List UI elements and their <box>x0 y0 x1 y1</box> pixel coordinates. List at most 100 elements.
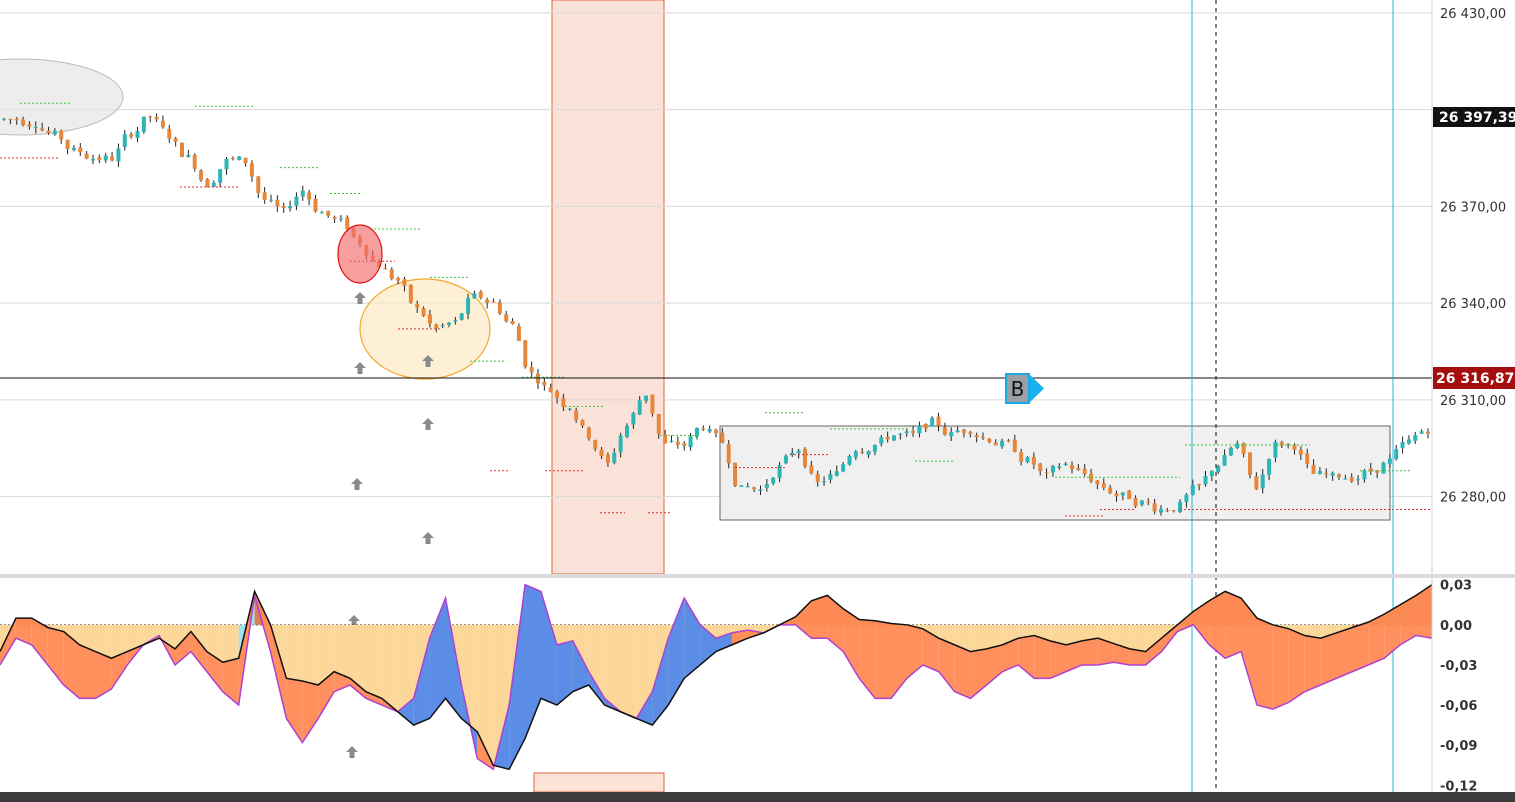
time-axis-strip <box>0 792 1515 802</box>
price-axis-background <box>1432 0 1515 574</box>
oscillator-spread-segment <box>302 680 319 743</box>
candle-body <box>180 142 184 158</box>
candle-body <box>116 148 121 162</box>
candle-body <box>872 444 877 452</box>
candle-body <box>675 441 680 445</box>
candle-body <box>796 450 801 454</box>
candle-body <box>1146 501 1151 503</box>
candle-body <box>1082 468 1087 474</box>
candle-body <box>834 471 839 476</box>
oscillator-spread-segment <box>1225 591 1242 659</box>
candle-body <box>237 156 242 160</box>
candle-body <box>1095 480 1100 485</box>
oscillator-spread-segment <box>906 624 923 679</box>
b-marker-label: B <box>1011 377 1025 401</box>
candles <box>2 113 1430 516</box>
candle-body <box>1063 463 1068 466</box>
candle-body <box>605 454 610 463</box>
candle-body <box>1413 435 1418 441</box>
candle-body <box>1241 442 1246 454</box>
oscillator-spread-segment <box>859 619 876 699</box>
price-tick-label: 26 310,00 <box>1440 394 1506 409</box>
candle-body <box>1012 439 1017 453</box>
candle-body <box>40 128 45 131</box>
candle-body <box>192 154 197 169</box>
candle-body <box>84 153 89 159</box>
price-tick-label: 26 430,00 <box>1440 7 1506 22</box>
oscillator-highlight-box <box>533 772 665 793</box>
oscillator-spread-segment <box>1384 604 1401 659</box>
candle-body <box>758 489 763 491</box>
candle-body <box>1330 472 1335 476</box>
candle-body <box>1159 509 1163 513</box>
candle-body <box>1165 510 1170 512</box>
candle-body <box>1273 441 1278 458</box>
oscillator-spread-segment <box>938 638 955 692</box>
candle-body <box>777 465 782 478</box>
candle-body <box>447 322 451 325</box>
candle-body <box>1133 497 1138 507</box>
oscillator-spread-segment <box>1336 627 1353 679</box>
oscillator-spread-segment <box>1368 614 1385 665</box>
oscillator-fill-segment <box>1113 624 1130 649</box>
oscillator-spread-segment <box>875 620 892 699</box>
consolidation-box <box>719 425 1391 521</box>
candle-body <box>1120 492 1125 496</box>
candle-body <box>1248 452 1252 475</box>
oscillator-spread-segment <box>1002 638 1019 672</box>
oscillator-tick-label: -0,12 <box>1440 779 1477 794</box>
candle-body <box>752 487 757 490</box>
oscillator-line-1 <box>0 584 1433 771</box>
line-price-label: 26 316,87 <box>1433 367 1515 389</box>
candle-body <box>993 442 998 446</box>
candle-body <box>148 116 153 118</box>
candle-body <box>434 324 439 329</box>
candle-body <box>586 427 591 439</box>
oscillator-spread-segment <box>795 600 812 639</box>
candle-body <box>65 139 70 149</box>
candle-body <box>803 448 807 467</box>
oscillator-spread-segment <box>827 595 844 652</box>
oscillator-spread-segment <box>270 624 287 719</box>
oscillator-spread-segment <box>843 608 860 679</box>
oscillator-fill-segment <box>190 624 207 652</box>
oscillator-fill-segment <box>1018 624 1035 639</box>
oscillator-fill-segment <box>127 624 144 652</box>
candle-body <box>243 157 248 164</box>
candle-body <box>1139 500 1144 505</box>
candle-body <box>1171 510 1176 512</box>
candle-body <box>516 326 521 341</box>
oscillator-spread-segment <box>1320 632 1337 685</box>
candle-body <box>961 429 966 433</box>
up-arrow-icon <box>422 418 434 430</box>
candle-body <box>809 465 814 474</box>
candle-body <box>78 147 83 153</box>
oscillator-fill-segment <box>318 624 335 685</box>
candle-body <box>739 485 744 487</box>
candle-body <box>1375 470 1380 473</box>
candle-body <box>714 430 718 434</box>
candle-body <box>491 301 496 303</box>
up-arrow-icon <box>422 532 434 544</box>
oscillator-spread-segment <box>95 651 112 699</box>
up-arrow-icon <box>351 478 363 490</box>
candle-body <box>389 269 394 279</box>
candle-body <box>281 206 286 209</box>
candle-body <box>453 320 458 322</box>
candle-body <box>59 130 64 140</box>
oscillator-spread-segment <box>1097 638 1114 665</box>
candle-body <box>561 397 566 408</box>
candle-body <box>701 428 706 430</box>
candle-body <box>2 118 6 120</box>
up-arrow-icon <box>346 746 358 758</box>
candle-body <box>656 413 661 435</box>
candle-body <box>294 196 299 206</box>
b-marker[interactable]: B <box>1005 373 1044 404</box>
oscillator-spread-segment <box>286 678 303 743</box>
oscillator-fill-segment <box>334 624 351 679</box>
candle-body <box>879 437 884 444</box>
price-axis-ticks: 26 430,00 26 370,00 26 340,00 26 310,00 26 2… <box>1440 7 1506 506</box>
oscillator-spread-segment <box>731 630 748 645</box>
pane-separator[interactable] <box>0 574 1515 578</box>
candle-body <box>110 156 115 161</box>
